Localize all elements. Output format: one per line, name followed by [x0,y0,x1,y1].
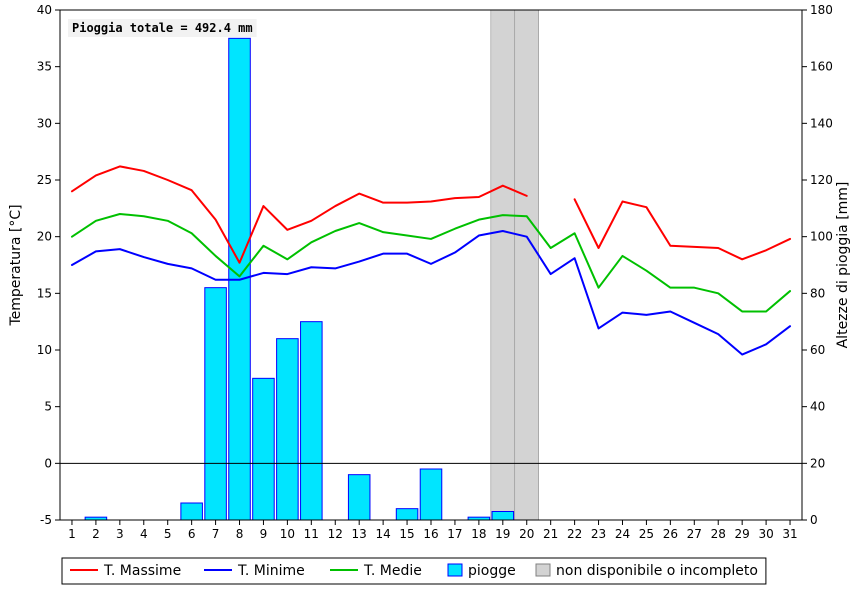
yr-tick-label: 0 [810,513,818,527]
line-t-minime [72,231,790,355]
x-tick-label: 1 [68,527,76,541]
yr-tick-label: 40 [810,400,825,414]
x-tick-label: 28 [711,527,726,541]
rain-bar [253,378,275,520]
yl-tick-label: -5 [40,513,52,527]
annotation-text: Pioggia totale = 492.4 mm [72,21,253,35]
x-tick-label: 11 [304,527,319,541]
x-tick-label: 13 [352,527,367,541]
x-tick-label: 24 [615,527,630,541]
x-tick-label: 20 [519,527,534,541]
legend-label: T. Minime [237,563,305,579]
legend-label: non disponibile o incompleto [556,563,758,579]
x-tick-label: 17 [447,527,462,541]
x-tick-label: 8 [236,527,244,541]
x-tick-label: 22 [567,527,582,541]
yr-tick-label: 140 [810,116,833,130]
x-tick-label: 15 [399,527,414,541]
x-tick-label: 23 [591,527,606,541]
na-band [491,10,539,520]
rain-bar [277,339,299,520]
legend-label: T. Medie [363,563,422,579]
rain-bar [420,469,442,520]
weather-chart: -50510152025303540Temperatura [°C]020406… [0,0,865,600]
legend-label: piogge [468,563,516,579]
rain-bar [396,509,418,520]
yl-tick-label: 35 [37,60,52,74]
x-tick-label: 26 [663,527,678,541]
x-tick-label: 10 [280,527,295,541]
yl-tick-label: 10 [37,343,52,357]
rain-bar [492,512,514,521]
x-tick-label: 7 [212,527,220,541]
rain-bar [301,322,323,520]
legend: T. Massime T. Minime T. Medie piogge non dis… [62,558,766,584]
rain-bar [181,503,203,520]
x-tick-label: 31 [782,527,797,541]
yr-tick-label: 180 [810,3,833,17]
yr-tick-label: 60 [810,343,825,357]
yl-tick-label: 25 [37,173,52,187]
yr-tick-label: 120 [810,173,833,187]
yl-tick-label: 15 [37,286,52,300]
rain-bars [85,38,513,520]
x-tick-label: 29 [735,527,750,541]
yl-tick-label: 5 [44,400,52,414]
yr-tick-label: 20 [810,456,825,470]
x-tick-label: 16 [423,527,438,541]
x-tick-label: 27 [687,527,702,541]
rain-bar [205,288,227,520]
yr-tick-label: 80 [810,286,825,300]
x-tick-label: 12 [328,527,343,541]
x-tick-label: 19 [495,527,510,541]
x-tick-label: 9 [260,527,268,541]
x-tick-label: 25 [639,527,654,541]
x-tick-label: 14 [375,527,390,541]
x-tick-label: 5 [164,527,172,541]
x-tick-label: 4 [140,527,148,541]
yr-tick-label: 100 [810,230,833,244]
rain-bar [348,475,370,520]
legend-item: non disponibile o incompleto [536,563,758,579]
x-tick-label: 6 [188,527,196,541]
x-tick-label: 30 [758,527,773,541]
line-t-medie [72,214,790,311]
x-tick-label: 3 [116,527,124,541]
x-tick-label: 2 [92,527,100,541]
chart-svg: -50510152025303540Temperatura [°C]020406… [0,0,865,600]
yl-tick-label: 30 [37,116,52,130]
y-left-label: Temperatura [°C] [8,204,24,326]
yl-tick-label: 40 [37,3,52,17]
x-tick-label: 18 [471,527,486,541]
x-tick-label: 21 [543,527,558,541]
yl-tick-label: 20 [37,230,52,244]
legend-label: T. Massime [103,563,181,579]
line-t-massime [72,166,790,262]
yl-tick-label: 0 [44,456,52,470]
yr-tick-label: 160 [810,60,833,74]
y-right-label: Altezze di pioggia [mm] [835,182,851,349]
